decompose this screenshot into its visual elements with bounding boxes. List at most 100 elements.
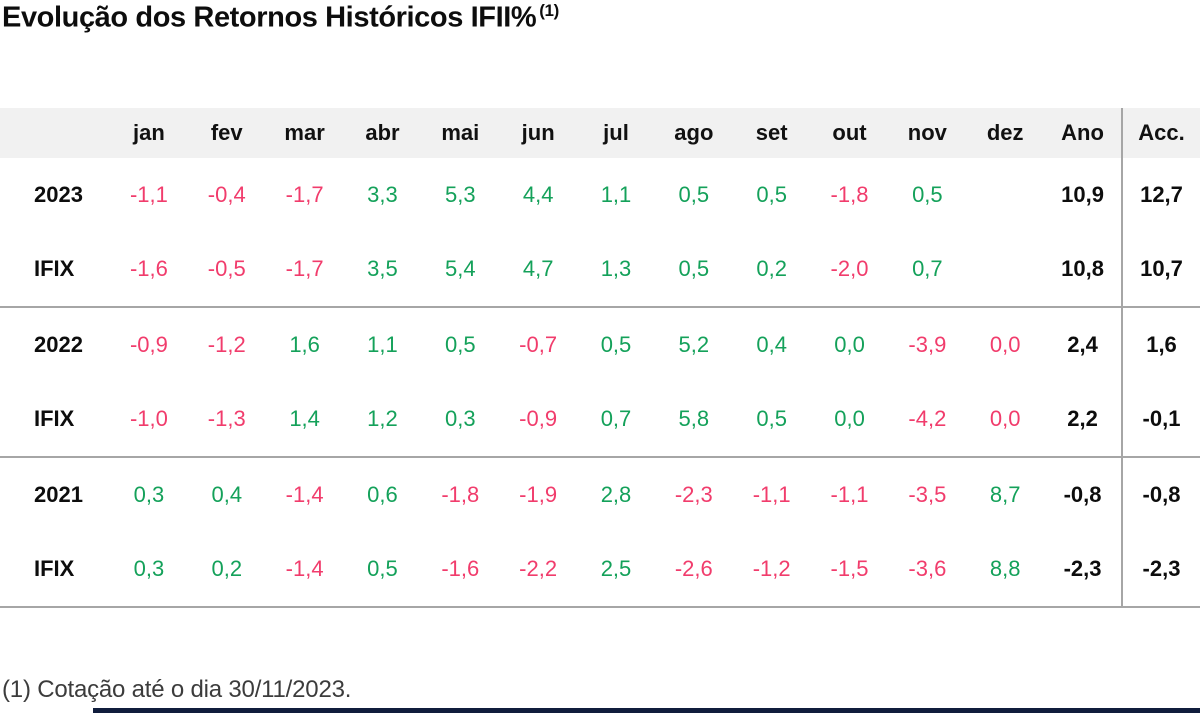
table-row: IFIX 0,3 0,2 -1,4 0,5 -1,6 -2,2 2,5 -2,6 -1,2 -1,5…: [0, 532, 1200, 608]
cell-dez: 0,0: [966, 382, 1045, 458]
cell-mar: -1,7: [285, 182, 324, 207]
page-title: Evolução dos Retornos Históricos IFII% (1…: [2, 1, 559, 35]
cell-jan: 0,3: [133, 482, 165, 507]
table-row: IFIX -1,6 -0,5 -1,7 3,5 5,4 4,7 1,3 0,5 0,2 -2,0 0,…: [0, 232, 1200, 308]
cell-ano: -2,3: [1044, 532, 1122, 608]
column-header-dez: dez: [966, 108, 1045, 158]
row-label-2022: 2022: [34, 332, 83, 357]
cell-jul: 2,8: [600, 482, 632, 507]
cell-mai: 0,3: [421, 382, 500, 458]
cell-jun: -0,9: [499, 382, 578, 458]
footer-bar: [93, 708, 1200, 713]
cell-mar: -1,7: [265, 232, 344, 308]
cell-acc: -0,1: [1121, 382, 1200, 458]
cell-acc: 1,6: [1121, 307, 1200, 382]
cell-out: 0,0: [834, 332, 865, 357]
cell-jun: 4,7: [499, 232, 578, 308]
cell-abr: 3,5: [343, 232, 422, 308]
column-header-fev: fev: [187, 108, 266, 158]
cell-fev: 0,2: [187, 532, 266, 608]
column-header-ago: ago: [654, 108, 733, 158]
cell-jun: -0,7: [519, 332, 558, 357]
cell-jul: 1,1: [600, 182, 632, 207]
cell-fev: -0,5: [187, 232, 266, 308]
cell-set: 0,5: [756, 182, 787, 207]
cell-mai: 5,4: [421, 232, 500, 308]
cell-abr: 1,1: [367, 332, 398, 357]
cell-acc: 10,7: [1121, 232, 1200, 308]
cell-mai: -1,8: [441, 482, 480, 507]
cell-nov: -3,9: [908, 332, 947, 357]
cell-mar: 1,4: [265, 382, 344, 458]
cell-dez: [966, 232, 1045, 308]
column-header-mar: mar: [265, 108, 344, 158]
column-header-jan: jan: [110, 108, 188, 158]
cell-set: 0,2: [732, 232, 811, 308]
cell-set: 0,5: [732, 382, 811, 458]
cell-acc: 12,7: [1121, 158, 1200, 232]
cell-jan: -0,9: [129, 332, 168, 357]
column-header-acc: Acc.: [1121, 108, 1200, 158]
column-header-abr: abr: [343, 108, 422, 158]
cell-ago: 0,5: [678, 182, 710, 207]
cell-nov: -4,2: [888, 382, 967, 458]
column-header-jul: jul: [577, 108, 655, 158]
cell-abr: 3,3: [367, 182, 398, 207]
cell-ago: 0,5: [654, 232, 733, 308]
cell-jan: 0,3: [110, 532, 188, 608]
column-header-rowlabel: [0, 108, 110, 158]
cell-out: -1,5: [810, 532, 889, 608]
cell-set: 0,4: [756, 332, 787, 357]
cell-jun: -1,9: [519, 482, 558, 507]
cell-out: -2,0: [810, 232, 889, 308]
row-label-2021: 2021: [34, 482, 83, 507]
cell-dez: 0,0: [989, 332, 1021, 357]
cell-jul: 0,7: [577, 382, 655, 458]
column-header-ano: Ano: [1044, 108, 1122, 158]
row-label-ifix: IFIX: [0, 232, 110, 308]
cell-mai: 5,3: [445, 182, 476, 207]
cell-out: 0,0: [810, 382, 889, 458]
table-body: 2023 -1,1 -0,4 -1,7 3,3 5,3 4,4 1,1 0,5 0,5 -1,8 0,…: [0, 158, 1200, 608]
cell-jan: -1,0: [110, 382, 188, 458]
cell-set: -1,2: [732, 532, 811, 608]
column-header-nov: nov: [888, 108, 967, 158]
column-header-out: out: [810, 108, 889, 158]
cell-jun: -2,2: [499, 532, 578, 608]
cell-dez: 8,8: [966, 532, 1045, 608]
row-label-ifix: IFIX: [0, 532, 110, 608]
cell-dez: [966, 158, 1044, 232]
table-header: jan fev mar abr mai jun jul ago set out nov dez Ano A…: [0, 108, 1200, 158]
cell-ano: 10,8: [1044, 232, 1122, 308]
cell-mar: -1,4: [265, 532, 344, 608]
page-title-text: Evolução dos Retornos Históricos IFII%: [2, 1, 537, 34]
returns-table: jan fev mar abr mai jun jul ago set out nov dez Ano A…: [0, 108, 1200, 608]
cell-ano: 2,4: [1067, 332, 1098, 357]
table-row: 2023 -1,1 -0,4 -1,7 3,3 5,3 4,4 1,1 0,5 0,5 -1,8 0,…: [0, 158, 1200, 232]
column-header-mai: mai: [421, 108, 500, 158]
column-header-jun: jun: [499, 108, 578, 158]
title-footnote-marker: (1): [539, 1, 559, 20]
cell-nov: -3,5: [908, 482, 947, 507]
cell-set: -1,1: [752, 482, 791, 507]
cell-jul: 1,3: [577, 232, 655, 308]
cell-nov: -3,6: [888, 532, 967, 608]
cell-ago: 5,2: [678, 332, 710, 357]
cell-ago: -2,3: [674, 482, 713, 507]
cell-abr: 1,2: [343, 382, 422, 458]
cell-mai: 0,5: [445, 332, 476, 357]
cell-ano: 2,2: [1044, 382, 1122, 458]
cell-ago: 5,8: [654, 382, 733, 458]
cell-jan: -1,6: [110, 232, 188, 308]
table-row: IFIX -1,0 -1,3 1,4 1,2 0,3 -0,9 0,7 5,8 0,5 0,0 -4,…: [0, 382, 1200, 458]
table-row: 2021 0,3 0,4 -1,4 0,6 -1,8 -1,9 2,8 -2,3 -1,1 -1,1…: [0, 457, 1200, 532]
cell-acc: -0,8: [1121, 457, 1200, 532]
table-row: 2022 -0,9 -1,2 1,6 1,1 0,5 -0,7 0,5 5,2 0,4 0,0 -3,…: [0, 307, 1200, 382]
cell-ano: -0,8: [1063, 482, 1102, 507]
cell-ano: 10,9: [1061, 182, 1104, 207]
cell-nov: 0,7: [888, 232, 967, 308]
footnote: (1) Cotação até o dia 30/11/2023.: [2, 676, 352, 703]
cell-nov: 0,5: [912, 182, 943, 207]
cell-mar: 1,6: [289, 332, 320, 357]
cell-ago: -2,6: [654, 532, 733, 608]
